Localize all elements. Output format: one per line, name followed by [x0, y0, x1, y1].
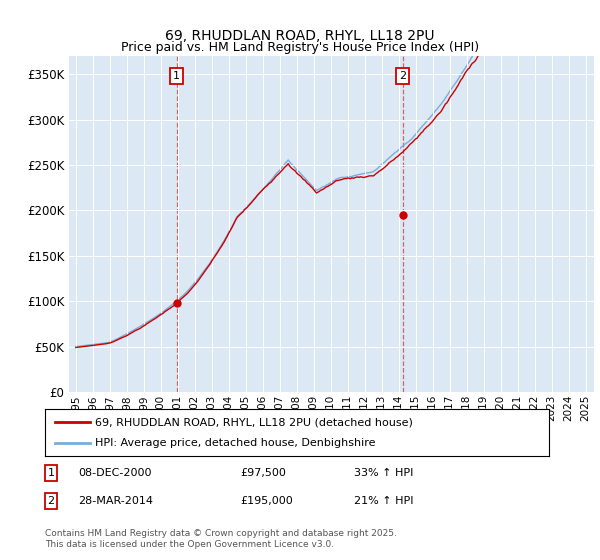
- Text: 2: 2: [399, 71, 406, 81]
- Text: 1: 1: [47, 468, 55, 478]
- Text: 08-DEC-2000: 08-DEC-2000: [78, 468, 151, 478]
- Text: HPI: Average price, detached house, Denbighshire: HPI: Average price, detached house, Denb…: [95, 438, 376, 448]
- Text: 69, RHUDDLAN ROAD, RHYL, LL18 2PU: 69, RHUDDLAN ROAD, RHYL, LL18 2PU: [165, 29, 435, 44]
- Text: Price paid vs. HM Land Registry's House Price Index (HPI): Price paid vs. HM Land Registry's House …: [121, 41, 479, 54]
- Text: 1: 1: [173, 71, 180, 81]
- Text: £195,000: £195,000: [240, 496, 293, 506]
- Text: 33% ↑ HPI: 33% ↑ HPI: [354, 468, 413, 478]
- Text: 21% ↑ HPI: 21% ↑ HPI: [354, 496, 413, 506]
- Text: 69, RHUDDLAN ROAD, RHYL, LL18 2PU (detached house): 69, RHUDDLAN ROAD, RHYL, LL18 2PU (detac…: [95, 417, 413, 427]
- Text: 28-MAR-2014: 28-MAR-2014: [78, 496, 153, 506]
- Text: £97,500: £97,500: [240, 468, 286, 478]
- Text: 2: 2: [47, 496, 55, 506]
- Text: Contains HM Land Registry data © Crown copyright and database right 2025.
This d: Contains HM Land Registry data © Crown c…: [45, 529, 397, 549]
